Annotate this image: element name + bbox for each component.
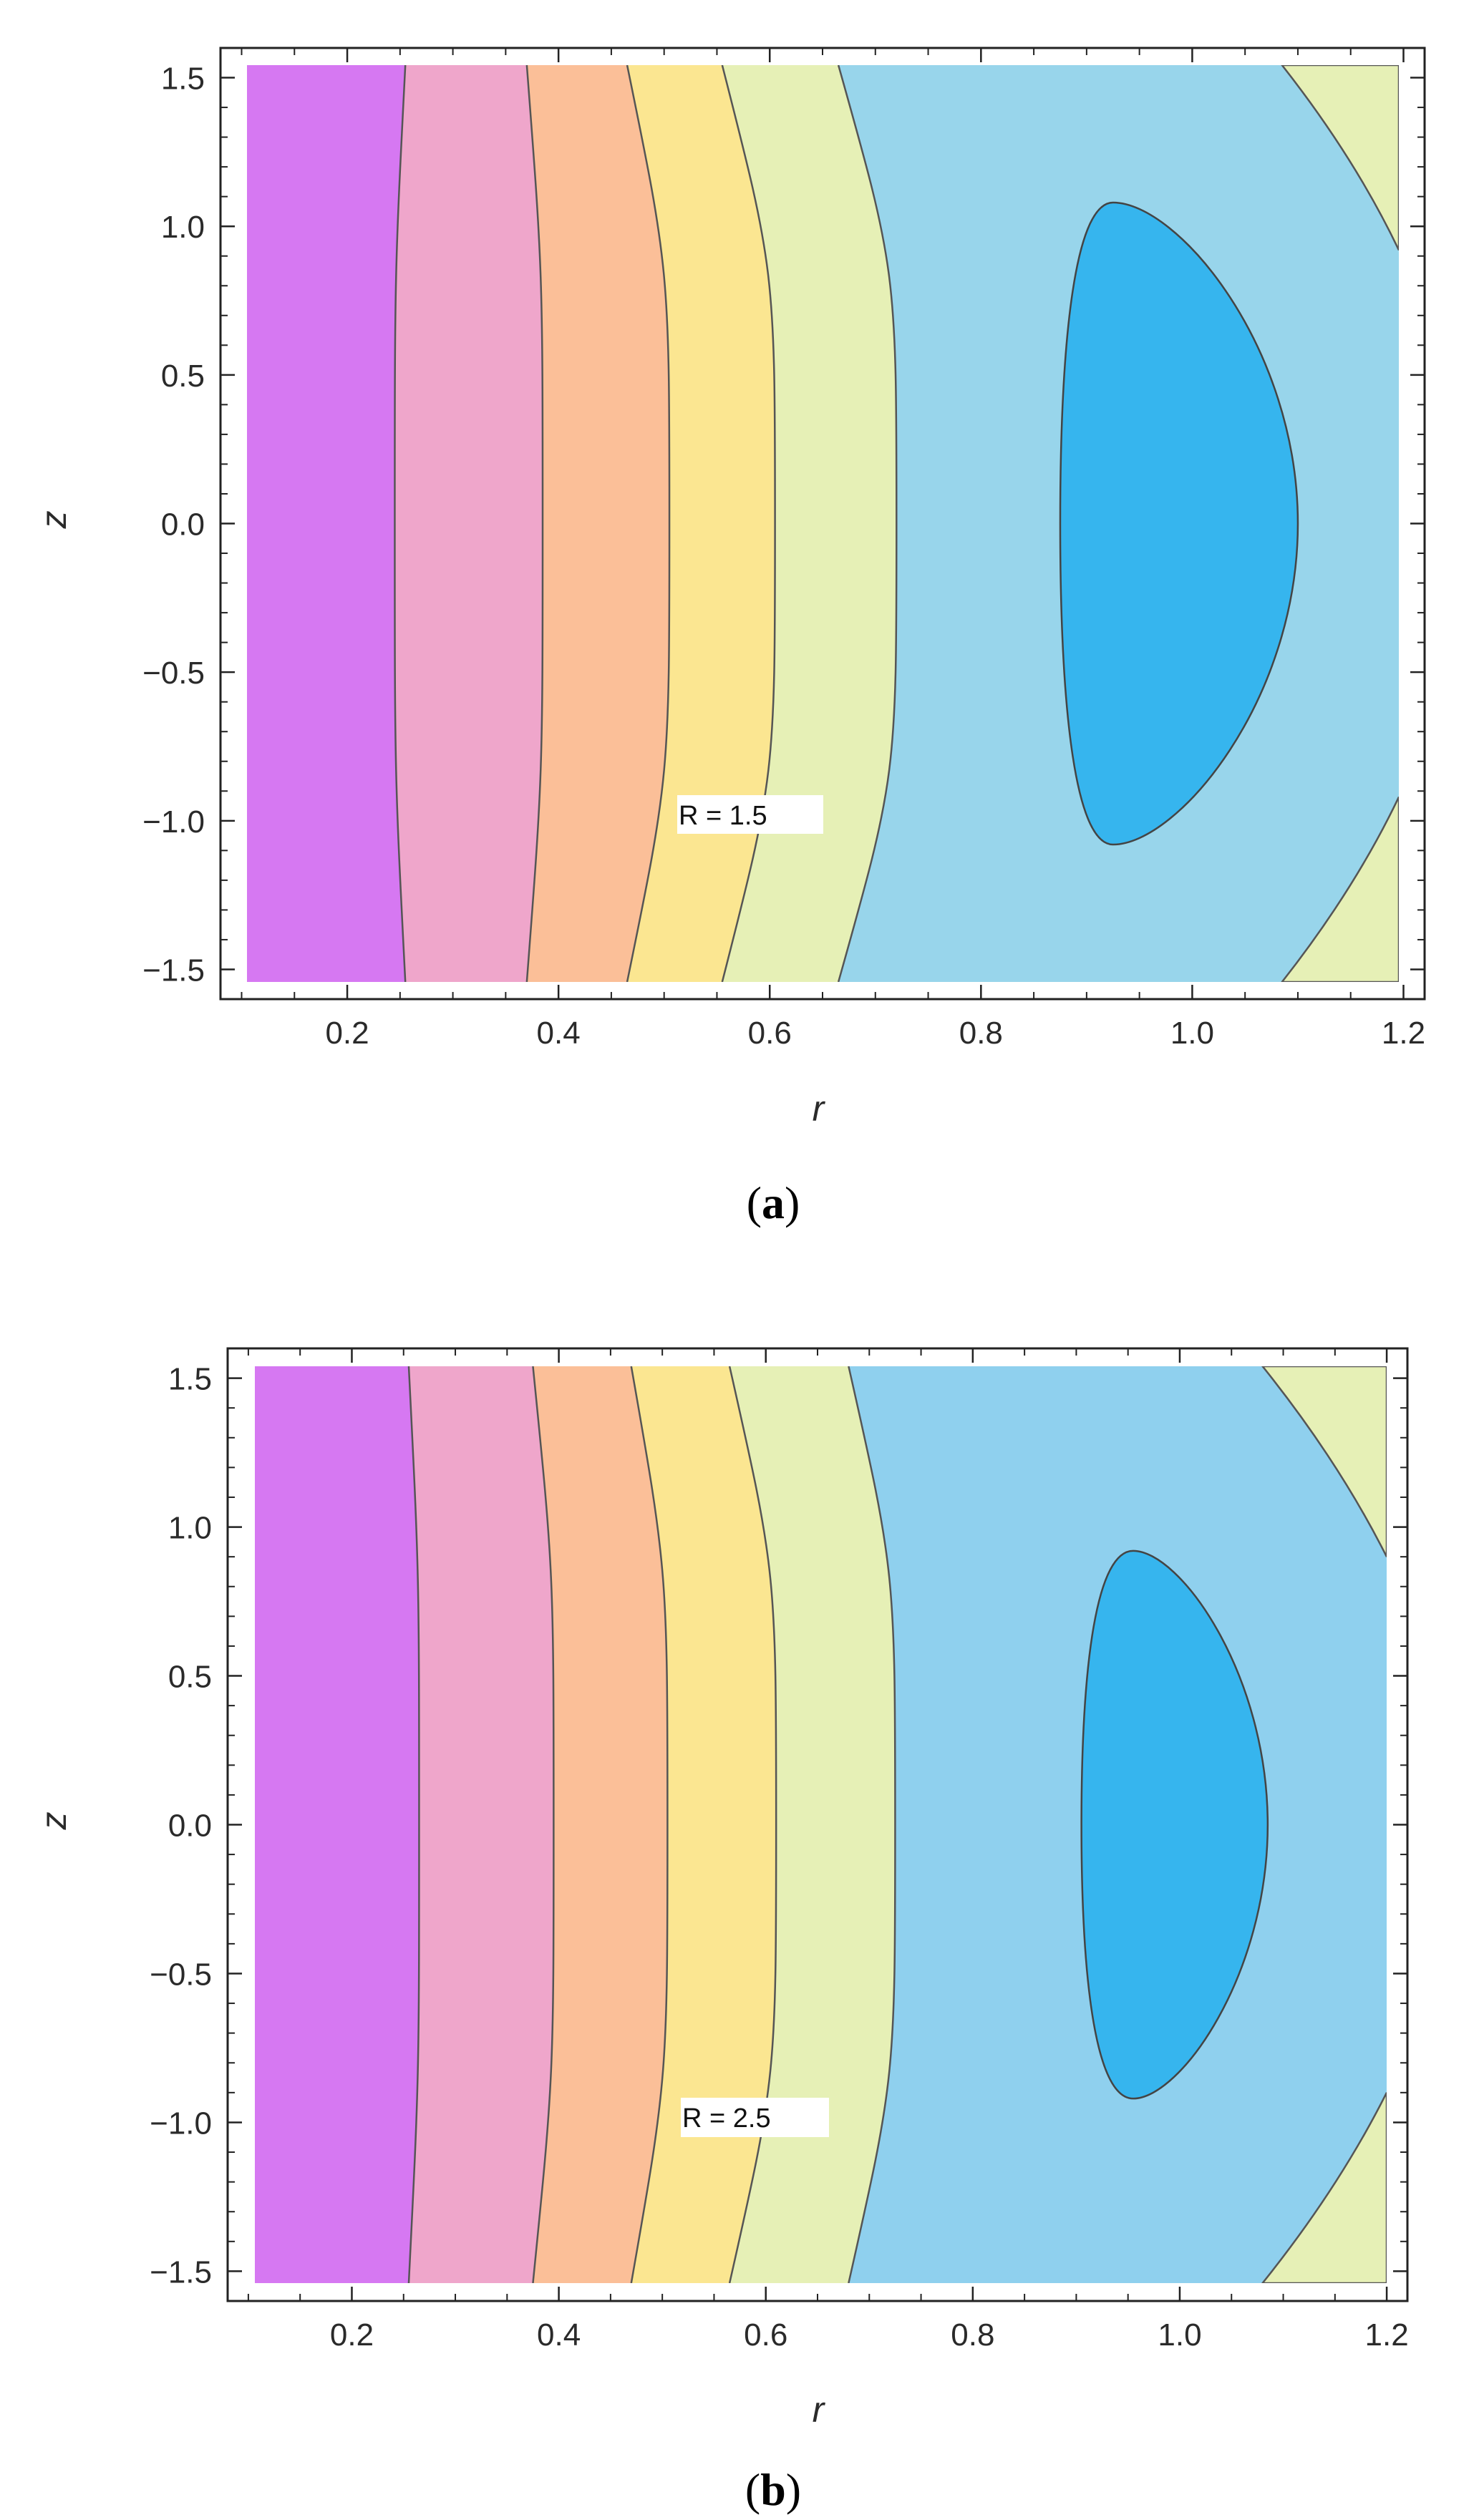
x-tick-label-b-2: 0.6 <box>744 2317 787 2353</box>
contour-line-b-2 <box>630 1366 669 2283</box>
x-tick-label-a-4: 1.0 <box>1170 1016 1214 1051</box>
x-axis-label-b: r <box>813 2390 826 2430</box>
y-tick-label-a-1: 1.0 <box>161 210 205 245</box>
y-tick-label-b-3: 0.0 <box>168 1809 212 1844</box>
y-axis-label-b: z <box>34 1812 74 1831</box>
caption-letter-b: b <box>760 2464 786 2515</box>
region-a-0 <box>247 65 406 982</box>
y-tick-label-b-5: −1.0 <box>150 2106 212 2141</box>
x-axis-label-a: r <box>813 1089 826 1129</box>
annotation-a: R = 1.5 <box>679 801 767 831</box>
contour-line-b-4 <box>848 1366 896 2283</box>
y-tick-label-a-4: −0.5 <box>142 656 205 691</box>
caption-b: (b) <box>745 2464 801 2515</box>
region-b-0 <box>255 1366 420 2283</box>
y-tick-label-b-1: 1.0 <box>168 1511 212 1546</box>
contour-line-a-0 <box>394 65 407 982</box>
x-tick-label-b-5: 1.2 <box>1365 2317 1409 2353</box>
contour-line-a-2 <box>626 65 671 982</box>
y-axis-label-a: z <box>34 511 74 530</box>
y-tick-label-b-2: 0.5 <box>168 1660 212 1695</box>
x-tick-label-b-1: 0.4 <box>537 2317 581 2353</box>
x-tick-label-b-0: 0.2 <box>330 2317 374 2353</box>
contour-line-b-0 <box>407 1366 420 2283</box>
caption-a: (a) <box>747 1177 800 1228</box>
x-tick-label-a-1: 0.4 <box>537 1016 581 1051</box>
corner-region-a-top <box>1281 65 1399 250</box>
contour-plot-a <box>247 65 1399 982</box>
corner-region-b-bottom <box>1261 2092 1387 2283</box>
inner-region-a <box>1059 201 1299 846</box>
y-tick-label-b-0: 1.5 <box>168 1362 212 1397</box>
axis-ticks-b: 0.2 0.4 0.6 0.8 1.0 1.2 1.5 1.0 0.5 0.0 −0.5 −1.0 −1… <box>150 1347 1409 2353</box>
x-tick-label-b-3: 0.8 <box>951 2317 994 2353</box>
contour-line-a-1 <box>525 65 544 982</box>
corner-region-b-top <box>1261 1366 1387 1557</box>
contour-line-a-4 <box>837 65 898 982</box>
x-tick-label-a-0: 0.2 <box>325 1016 369 1051</box>
axis-ticks-a: 0.2 0.4 0.6 0.8 1.0 1.2 1.5 1.0 0.5 0.0 −0.5 −1.0 −1… <box>142 47 1426 1051</box>
x-tick-label-a-3: 0.8 <box>959 1016 1003 1051</box>
contour-plot-b <box>255 1366 1387 2283</box>
y-tick-label-a-5: −1.0 <box>142 804 205 840</box>
y-tick-label-b-4: −0.5 <box>150 1957 212 1992</box>
x-tick-label-a-5: 1.2 <box>1382 1016 1425 1051</box>
x-tick-label-a-2: 0.6 <box>748 1016 792 1051</box>
y-tick-label-a-2: 0.5 <box>161 359 205 394</box>
caption-letter-a: a <box>762 1177 785 1228</box>
inner-region-b <box>1080 1550 1269 2100</box>
y-tick-label-a-0: 1.5 <box>161 62 205 97</box>
annotation-b: R = 2.5 <box>682 2103 771 2134</box>
annotation-box-a: R = 1.5 <box>677 795 823 834</box>
annotation-box-b: R = 2.5 <box>681 2098 829 2137</box>
corner-region-a-bottom <box>1281 797 1399 982</box>
y-tick-label-a-3: 0.0 <box>161 507 205 543</box>
y-tick-label-b-6: −1.5 <box>150 2254 212 2290</box>
x-tick-label-b-4: 1.0 <box>1158 2317 1201 2353</box>
y-tick-label-a-6: −1.5 <box>142 953 205 988</box>
contour-line-b-1 <box>532 1366 555 2283</box>
panel-b: 0.2 0.4 0.6 0.8 1.0 1.2 1.5 1.0 0.5 0.0 −0.5 −1.0 −1… <box>34 1347 1409 2515</box>
